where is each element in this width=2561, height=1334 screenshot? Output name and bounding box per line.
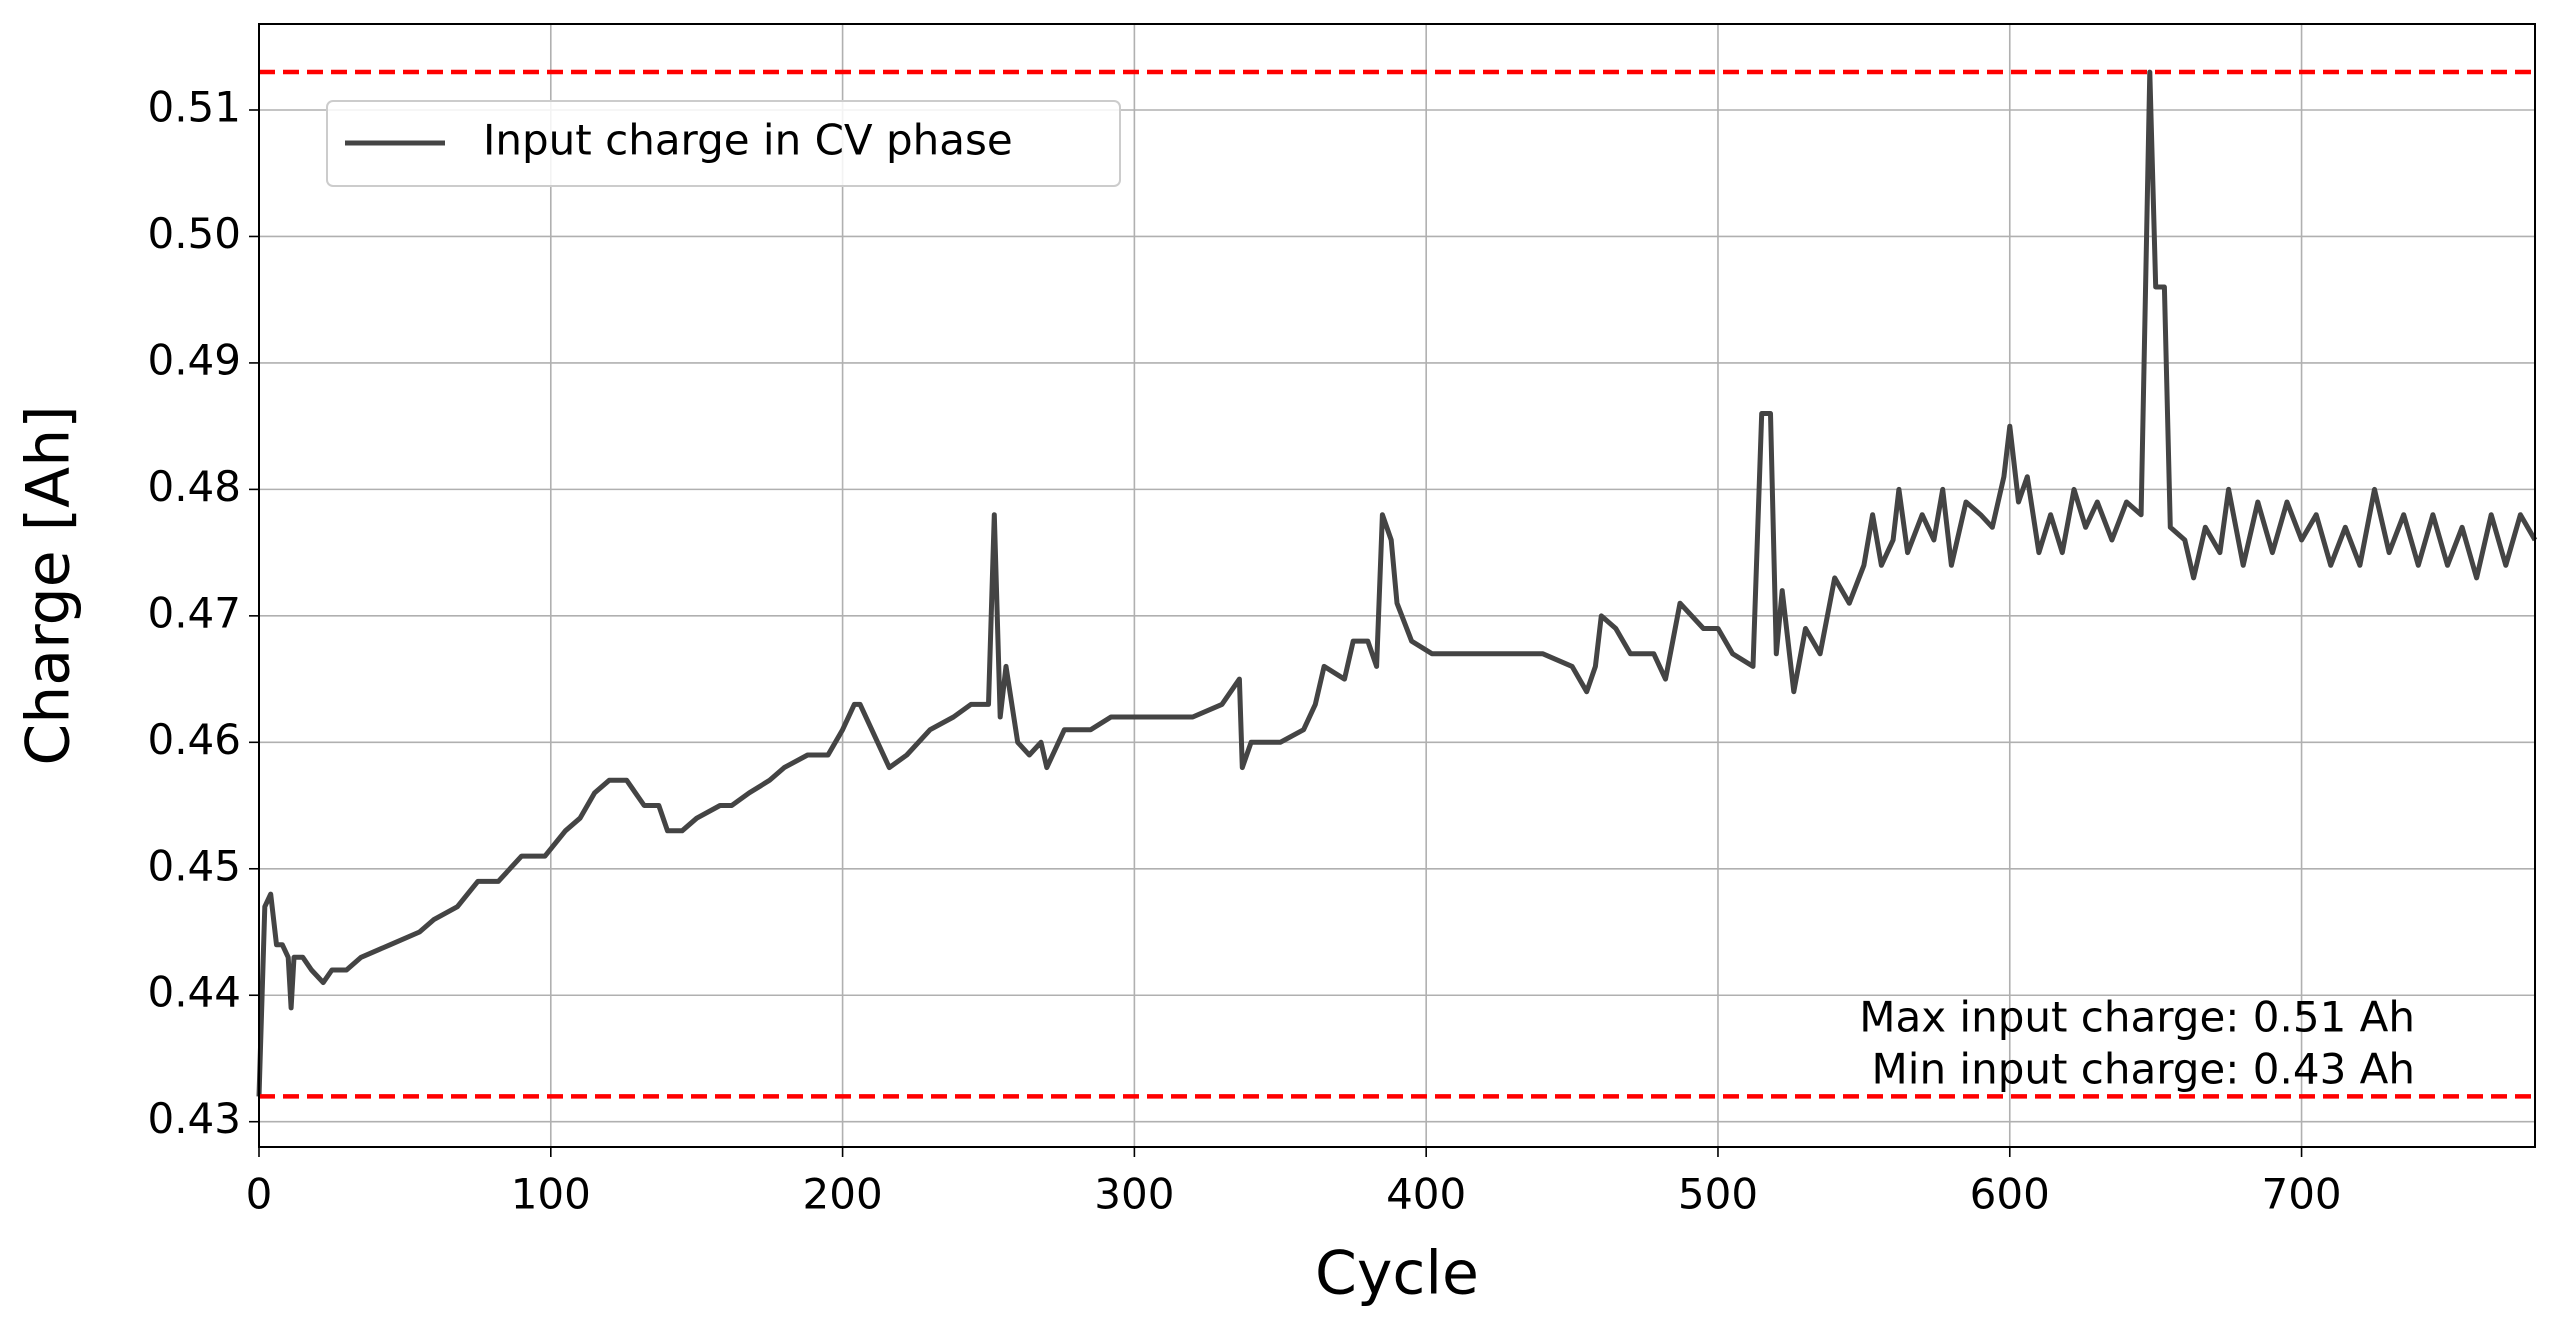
y-tick-label: 0.50 bbox=[147, 209, 241, 258]
x-tick-label: 500 bbox=[1678, 1170, 1758, 1219]
annotation: Max input charge: 0.51 Ah bbox=[1859, 993, 2415, 1042]
y-tick-label: 0.47 bbox=[147, 588, 241, 637]
x-tick-label: 600 bbox=[1970, 1170, 2050, 1219]
x-tick-label: 200 bbox=[803, 1170, 883, 1219]
annotation: Min input charge: 0.43 Ah bbox=[1872, 1045, 2415, 1094]
plot-frame bbox=[258, 23, 2536, 1148]
legend-label: Input charge in CV phase bbox=[483, 116, 1013, 165]
y-tick-label: 0.45 bbox=[147, 841, 241, 890]
y-tick-label: 0.49 bbox=[147, 335, 241, 384]
legend-box bbox=[326, 100, 1121, 187]
y-tick-label: 0.48 bbox=[147, 462, 241, 511]
y-tick-label: 0.44 bbox=[147, 968, 241, 1017]
x-axis-label: Cycle bbox=[1315, 1239, 1479, 1309]
y-tick-label: 0.43 bbox=[147, 1094, 241, 1143]
x-tick-label: 0 bbox=[246, 1170, 273, 1219]
y-tick-label: 0.46 bbox=[147, 715, 241, 764]
x-tick-label: 100 bbox=[511, 1170, 591, 1219]
y-axis-label: Charge [Ah] bbox=[14, 405, 84, 765]
x-tick-label: 700 bbox=[2261, 1170, 2341, 1219]
x-tick-label: 300 bbox=[1094, 1170, 1174, 1219]
data-line bbox=[256, 69, 2538, 1097]
y-tick-label: 0.51 bbox=[147, 82, 241, 131]
x-tick-label: 400 bbox=[1386, 1170, 1466, 1219]
